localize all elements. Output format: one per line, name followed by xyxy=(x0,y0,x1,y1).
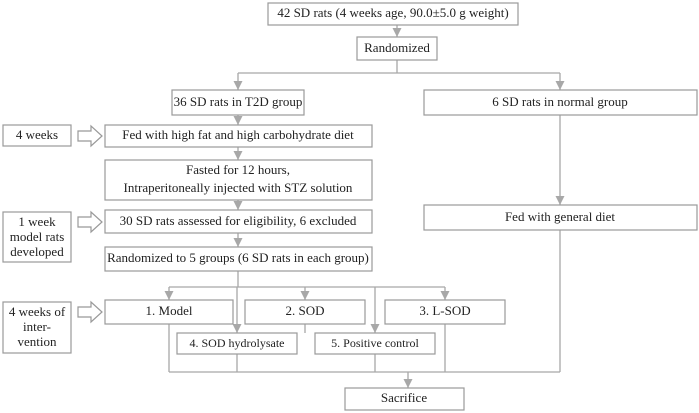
connectors xyxy=(164,25,565,388)
node-label: 36 SD rats in T2D group xyxy=(174,94,303,109)
side-label: model rats xyxy=(10,229,65,244)
node-label: 6 SD rats in normal group xyxy=(492,94,627,109)
labels: 42 SD rats (4 weeks age, 90.0±5.0 g weig… xyxy=(9,5,628,405)
side-label: developed xyxy=(10,244,64,259)
node-label: Randomized xyxy=(364,40,430,55)
node-label: 42 SD rats (4 weeks age, 90.0±5.0 g weig… xyxy=(277,5,508,20)
side-label: 1 week xyxy=(18,214,56,229)
side-label: inter- xyxy=(23,319,51,334)
node-label: 2. SOD xyxy=(285,303,324,318)
node-label: 30 SD rats assessed for eligibility, 6 e… xyxy=(120,213,357,228)
node-label: Fed with high fat and high carbohydrate … xyxy=(122,127,354,142)
side-label: vention xyxy=(18,334,57,349)
node-label: Randomized to 5 groups (6 SD rats in eac… xyxy=(107,250,369,265)
node-label: Fed with general diet xyxy=(505,209,615,224)
node-label: 4. SOD hydrolysate xyxy=(190,336,285,350)
side-label: 4 weeks xyxy=(16,127,58,142)
node-label: 1. Model xyxy=(146,303,193,318)
node-label: 3. L-SOD xyxy=(419,303,470,318)
hollow-arrows xyxy=(77,124,103,324)
node-label: Fasted for 12 hours, xyxy=(186,162,290,177)
node-label: Sacrifice xyxy=(381,390,427,405)
side-label: 4 weeks of xyxy=(9,304,66,319)
node-label: 5. Positive control xyxy=(331,336,419,350)
node-label: Intraperitoneally injected with STZ solu… xyxy=(124,180,353,195)
